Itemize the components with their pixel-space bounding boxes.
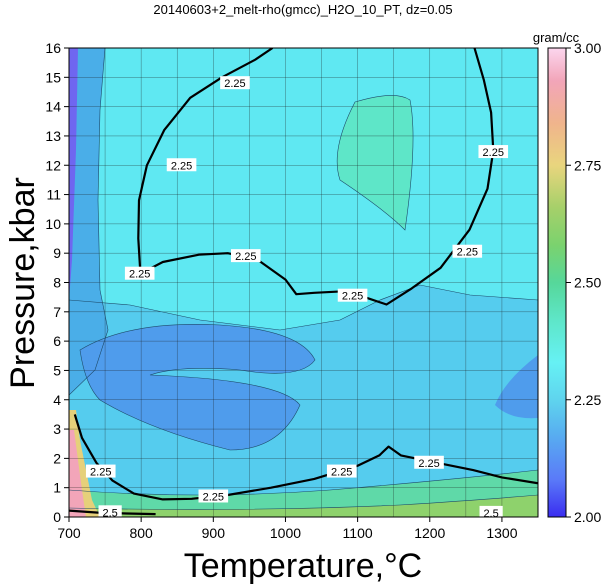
thin-contour-a [69, 284, 538, 331]
contour-label-box [98, 505, 122, 519]
field-region-left-edge [69, 48, 78, 300]
contour-label: 2.25 [337, 288, 368, 303]
field-region-blob [80, 324, 315, 450]
colorbar-tick-label: 2.75 [574, 157, 601, 173]
contour-label: 2.25 [166, 158, 197, 172]
y-axis-label: Pressure,kbar [4, 177, 42, 389]
y-tick-label: 7 [53, 304, 61, 320]
y-tick-label: 15 [45, 69, 61, 85]
field-region-low-left [69, 48, 108, 395]
contour-label-box [198, 489, 229, 503]
y-tick-label: 11 [46, 187, 61, 203]
contour-label-text: 2.25 [483, 147, 504, 159]
contour-label-text: 2.25 [171, 160, 192, 172]
contour-label: 2.25 [124, 266, 155, 281]
contour-label-box [230, 249, 261, 263]
contour-label-box [414, 455, 444, 469]
y-tick-label: 14 [45, 99, 61, 115]
x-tick-label: 1200 [414, 525, 445, 541]
contour-label-text: 2.25 [418, 458, 439, 470]
x-tick-label: 900 [202, 525, 226, 541]
contour-line-2.25 [137, 48, 274, 274]
contour-label-box [479, 505, 503, 519]
colorbar-gradient [547, 47, 567, 518]
y-tick-label: 0 [53, 509, 61, 525]
contour-label-box [337, 288, 368, 302]
contour-label-text: 2.25 [342, 291, 363, 303]
contour-label: 2.25 [85, 464, 116, 479]
thin-contour-f [69, 494, 538, 510]
contour-label: 2.25 [452, 244, 483, 259]
contour-label-text: 2.25 [331, 467, 352, 479]
field-region-right-blob [495, 355, 538, 419]
x-axis-label: Temperature,°C [184, 547, 422, 585]
y-tick-label: 8 [53, 275, 61, 291]
y-tick-label: 1 [53, 480, 61, 496]
contour-label: 2.25 [326, 464, 357, 479]
contour-label-text: 2.25 [235, 251, 256, 263]
field-region-bottom-strip [69, 495, 538, 517]
contour-label: 2.5 [479, 505, 503, 520]
contour-label-text: 2.25 [129, 269, 150, 281]
contour-label: 2.5 [98, 505, 122, 519]
x-tick-label: 700 [57, 525, 81, 541]
colorbar-tick-label: 3.00 [574, 40, 601, 56]
thin-contour-b [336, 95, 414, 231]
y-tick-label: 9 [53, 245, 61, 261]
colorbar-tick-label: 2.50 [574, 275, 601, 291]
grid-lines [69, 48, 538, 517]
x-axis-ticks: 700 800 900 1000 1100 1200 1300 [57, 517, 518, 541]
contour-label-text: 2.25 [224, 78, 245, 90]
contour-label-box [326, 464, 357, 478]
contour-label: 2.25 [478, 145, 509, 159]
y-tick-label: 10 [45, 216, 61, 232]
y-tick-label: 4 [53, 392, 61, 408]
y-tick-label: 2 [53, 450, 61, 466]
y-tick-label: 12 [45, 157, 61, 173]
field-region-left-pink [69, 430, 86, 517]
contour-label: 2.25 [230, 249, 261, 263]
x-tick-label: 1300 [486, 525, 517, 541]
colorbar-tick-label: 2.00 [574, 509, 601, 525]
y-tick-label: 5 [53, 362, 61, 378]
thin-contour-d [79, 323, 316, 451]
field-region-upper-green [337, 95, 414, 230]
x-tick-label: 1100 [343, 525, 373, 541]
contour-label-box [478, 145, 509, 159]
y-tick-label: 13 [45, 128, 61, 144]
colorbar-tick-label: 2.25 [574, 392, 601, 408]
contour-label-box [124, 266, 155, 280]
contour-label: 2.25 [414, 455, 444, 470]
contour-label-box [166, 158, 197, 172]
contour-label-text: 2.25 [90, 467, 111, 479]
thin-contour-e [69, 469, 538, 496]
x-tick-label: 800 [129, 525, 153, 541]
contour-label-box [452, 244, 483, 258]
colorbar: gram/cc 2.00 2.25 2.50 2.75 3.00 [533, 30, 602, 525]
y-tick-label: 6 [53, 333, 61, 349]
contour-label: 2.25 [220, 76, 250, 90]
contour-label-text: 2.25 [203, 491, 224, 503]
contour-label-box [85, 464, 116, 478]
contour-label-text: 2.5 [483, 508, 498, 520]
colorbar-unit: gram/cc [533, 30, 580, 45]
y-tick-label: 3 [53, 421, 61, 437]
contour-label: 2.25 [198, 489, 229, 503]
x-tick-label: 1000 [270, 525, 301, 541]
contour-label-text: 2.25 [457, 247, 478, 259]
chart-title: 20140603+2_melt-rho(gmcc)_H2O_10_PT, dz=… [153, 2, 452, 17]
thin-contours [69, 48, 538, 510]
y-tick-label: 16 [45, 40, 61, 56]
thin-contour-c [69, 48, 109, 396]
colorbar-ticks: 2.00 2.25 2.50 2.75 3.00 [566, 40, 601, 525]
contour-label-text: 2.5 [102, 507, 117, 519]
contour-label-box [220, 76, 250, 90]
